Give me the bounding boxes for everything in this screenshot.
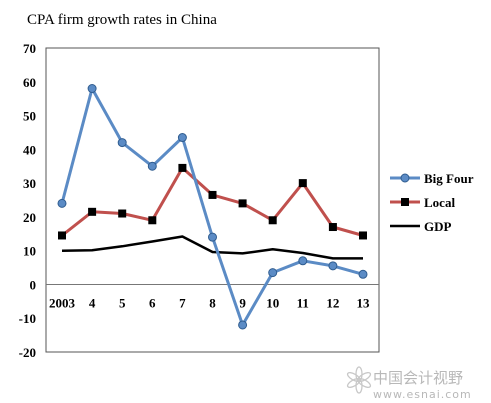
series-layer xyxy=(57,84,368,330)
x-tick-label: 5 xyxy=(119,295,126,310)
data-point-big-four xyxy=(328,261,338,271)
y-tick-label: 40 xyxy=(23,142,36,157)
data-point-big-four xyxy=(358,269,368,279)
legend-item-local: Local xyxy=(390,195,455,210)
legend-marker-local xyxy=(401,198,409,206)
x-axis-ticks: 2003 4 5 6 7 8 9 10 11 12 13 xyxy=(49,295,370,310)
data-point-local xyxy=(88,207,97,216)
x-tick-label: 7 xyxy=(179,295,186,310)
legend-label-local: Local xyxy=(424,195,455,210)
x-tick-label: 13 xyxy=(357,295,371,310)
chart-title: CPA firm growth rates in China xyxy=(27,12,217,28)
y-tick-label: 60 xyxy=(23,75,36,90)
data-point-local xyxy=(268,216,277,225)
legend: Big Four Local GDP xyxy=(390,171,474,234)
data-point-big-four xyxy=(298,256,308,266)
data-point-local xyxy=(359,231,367,240)
x-tick-label: 4 xyxy=(89,295,96,310)
y-tick-label: 70 xyxy=(23,41,36,56)
data-point-big-four xyxy=(147,161,157,171)
legend-item-gdp: GDP xyxy=(390,219,452,234)
data-point-local xyxy=(58,231,66,240)
x-tick-label: 8 xyxy=(209,295,216,310)
legend-marker-big-four xyxy=(400,173,410,183)
data-point-big-four xyxy=(268,268,278,278)
watermark: 中国会计视野 www.esnai.com xyxy=(346,366,472,401)
x-tick-label: 9 xyxy=(239,295,246,310)
legend-label-big-four: Big Four xyxy=(424,171,474,186)
data-point-big-four xyxy=(208,232,217,242)
y-tick-label: -10 xyxy=(19,311,36,326)
y-axis-ticks: -20 -10 0 10 20 30 40 50 60 70 xyxy=(19,41,36,360)
data-point-big-four xyxy=(87,84,97,94)
data-point-big-four xyxy=(238,320,248,330)
x-tick-label: 6 xyxy=(149,295,156,310)
watermark-logo-text: 中国会计视野 xyxy=(373,369,463,387)
data-point-big-four xyxy=(177,133,187,143)
data-point-big-four xyxy=(117,138,127,148)
y-tick-label: -20 xyxy=(19,345,36,360)
data-point-local xyxy=(328,223,337,232)
x-tick-label: 2003 xyxy=(49,295,76,310)
flower-logo-icon xyxy=(346,366,372,394)
data-point-local xyxy=(178,163,187,172)
plot-area-border xyxy=(45,47,380,353)
x-tick-label: 10 xyxy=(266,295,279,310)
watermark-url: www.esnai.com xyxy=(373,388,472,401)
data-point-local xyxy=(208,190,217,199)
series-line-local xyxy=(61,166,364,237)
data-point-local xyxy=(148,216,157,225)
data-point-local xyxy=(298,179,307,188)
legend-item-big-four: Big Four xyxy=(390,171,474,186)
y-tick-label: 50 xyxy=(23,109,36,124)
y-tick-label: 0 xyxy=(30,277,37,292)
x-tick-label: 11 xyxy=(297,295,309,310)
series-line-gdp xyxy=(61,235,363,260)
y-tick-label: 30 xyxy=(23,176,36,191)
y-tick-label: 10 xyxy=(23,244,36,259)
data-point-local xyxy=(238,199,247,208)
legend-label-gdp: GDP xyxy=(424,219,452,234)
data-point-big-four xyxy=(57,198,67,208)
y-tick-label: 20 xyxy=(23,210,36,225)
x-tick-label: 12 xyxy=(326,295,339,310)
data-point-local xyxy=(118,209,127,218)
